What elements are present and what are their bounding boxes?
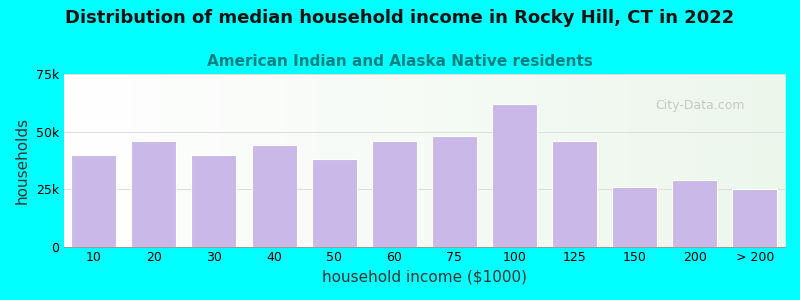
Bar	[612, 187, 658, 247]
Bar	[131, 141, 176, 247]
Text: City-Data.com: City-Data.com	[655, 99, 745, 112]
Bar	[733, 189, 778, 247]
Bar	[191, 154, 237, 247]
Bar	[432, 136, 477, 247]
Bar	[71, 154, 116, 247]
Bar	[492, 104, 537, 247]
Bar	[672, 180, 718, 247]
X-axis label: household income ($1000): household income ($1000)	[322, 270, 527, 285]
Bar	[372, 141, 417, 247]
Bar	[312, 159, 357, 247]
Text: Distribution of median household income in Rocky Hill, CT in 2022: Distribution of median household income …	[66, 9, 734, 27]
Y-axis label: households: households	[15, 117, 30, 204]
Bar	[552, 141, 597, 247]
Bar	[251, 145, 297, 247]
Text: American Indian and Alaska Native residents: American Indian and Alaska Native reside…	[207, 54, 593, 69]
